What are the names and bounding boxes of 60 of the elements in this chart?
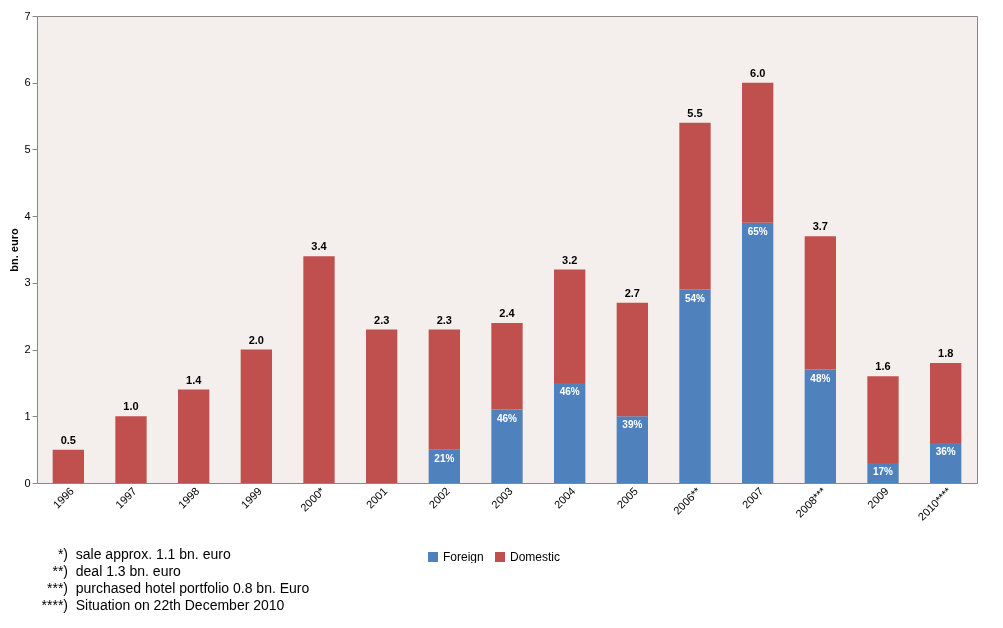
y-tick-label: 4 bbox=[24, 209, 31, 222]
y-tick-label: 5 bbox=[24, 142, 31, 155]
bar bbox=[240, 349, 272, 483]
text: ***) purchased hotel portfolio 0.8 bn. Euro bbox=[46, 580, 310, 597]
bar bbox=[554, 269, 586, 383]
y-axis-title: bn. euro bbox=[8, 228, 21, 272]
bar bbox=[804, 369, 836, 483]
annotation: 39% bbox=[622, 419, 643, 431]
bar bbox=[554, 382, 586, 483]
bar bbox=[867, 376, 899, 463]
total-label: 0.5 bbox=[60, 433, 76, 446]
bar bbox=[366, 329, 398, 483]
annotation: 48% bbox=[810, 372, 831, 384]
bar bbox=[930, 362, 962, 443]
annotation: 36% bbox=[935, 445, 956, 457]
bar bbox=[742, 82, 774, 223]
total-label: 3.7 bbox=[812, 220, 828, 233]
annotation: 46% bbox=[496, 412, 518, 424]
total-label: 3.4 bbox=[311, 240, 328, 253]
total-label: 3.2 bbox=[562, 253, 578, 266]
legend-label: Foreign bbox=[443, 550, 484, 564]
bar bbox=[742, 222, 774, 483]
y-tick-label: 3 bbox=[24, 276, 31, 289]
bar bbox=[679, 122, 711, 290]
y-tick-label: 7 bbox=[24, 9, 31, 22]
bar bbox=[679, 289, 711, 483]
legend-label: Domestic bbox=[510, 550, 561, 564]
annotation: 17% bbox=[872, 465, 894, 477]
total-label: 1.8 bbox=[938, 346, 954, 359]
total-label: 1.6 bbox=[875, 360, 891, 373]
bar bbox=[115, 416, 147, 483]
bar bbox=[804, 236, 836, 370]
total-label: 2.3 bbox=[374, 313, 390, 326]
total-label: 2.3 bbox=[436, 313, 452, 326]
y-tick-label: 1 bbox=[24, 409, 31, 422]
bar bbox=[491, 409, 523, 483]
y-tick-label: 0 bbox=[24, 476, 31, 489]
text: *) sale approx. 1.1 bn. euro bbox=[56, 546, 232, 563]
text: ****) Situation on 22th December 2010 bbox=[40, 597, 286, 614]
bar bbox=[428, 329, 460, 450]
bar bbox=[52, 449, 84, 483]
bar bbox=[616, 416, 648, 483]
y-tick-label: 2 bbox=[24, 343, 31, 356]
total-label: 1.0 bbox=[123, 400, 139, 413]
bar bbox=[491, 322, 523, 410]
text: **) deal 1.3 bn. euro bbox=[51, 563, 182, 580]
annotation: 46% bbox=[559, 385, 580, 397]
bar bbox=[178, 389, 210, 483]
total-label: 1.4 bbox=[186, 373, 203, 386]
total-label: 5.5 bbox=[687, 106, 703, 119]
total-label: 6.0 bbox=[750, 66, 766, 79]
annotation: 54% bbox=[684, 292, 706, 304]
bar bbox=[616, 302, 648, 417]
annotation: 21% bbox=[434, 452, 455, 464]
total-label: 2.7 bbox=[624, 286, 640, 299]
bar bbox=[303, 256, 335, 483]
total-label: 2.0 bbox=[248, 333, 264, 346]
y-tick-label: 6 bbox=[24, 76, 31, 89]
total-label: 2.4 bbox=[499, 306, 516, 319]
annotation: 65% bbox=[747, 225, 768, 237]
